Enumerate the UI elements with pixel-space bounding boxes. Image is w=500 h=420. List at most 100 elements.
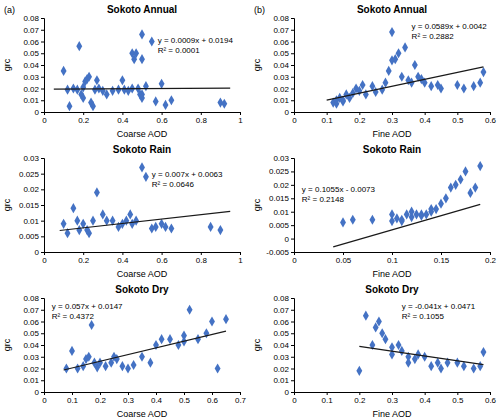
x-axis-title: Coarse AOD xyxy=(117,129,168,139)
scatter-point xyxy=(369,215,375,225)
tick: 0.3 xyxy=(387,392,399,405)
scatter-point xyxy=(187,305,193,315)
y-axis: 00.010.020.030.040.050.060.070.08 xyxy=(273,294,294,397)
tick: 0.03 xyxy=(23,73,44,82)
tick-label: 0.4 xyxy=(117,116,129,125)
scatter-point xyxy=(97,358,103,368)
tick: 0.4 xyxy=(420,112,432,125)
tick-label: 0.15 xyxy=(434,256,450,265)
tick: 0 xyxy=(42,252,47,265)
panel: 00.20.40.60.8100.010.020.030.040.050.060… xyxy=(2,4,243,139)
scatter-point xyxy=(86,352,92,362)
tick-mark xyxy=(392,112,393,115)
tick-mark xyxy=(122,252,123,255)
tick-label: 0.07 xyxy=(273,306,289,315)
tick: 0 xyxy=(285,235,294,244)
scatter-point xyxy=(147,358,153,368)
y-axis: 00.010.020.030.040.050.060.070.08 xyxy=(23,294,44,397)
scatter-point xyxy=(399,216,405,226)
tick-mark xyxy=(41,42,44,43)
scatter-point xyxy=(94,187,100,197)
scatter-point xyxy=(80,93,86,103)
tick-mark xyxy=(41,174,44,175)
scatter-point xyxy=(103,361,109,371)
y-axis-title: grc xyxy=(2,338,12,351)
tick-mark xyxy=(457,112,458,115)
tick: 0.4 xyxy=(151,392,163,405)
regression-line xyxy=(333,204,480,247)
tick-mark xyxy=(291,392,294,393)
annotation-text: y = 0.0009x + 0.0194 xyxy=(158,36,234,45)
scatter-point xyxy=(215,363,221,373)
scatter-point xyxy=(195,334,201,344)
scatter-point xyxy=(386,66,392,76)
tick-label: 0.3 xyxy=(387,116,399,125)
annotation: y = 0.0589x + 0.0042R² = 0.2882 xyxy=(412,22,488,41)
tick-label: 0.6 xyxy=(485,396,497,405)
annotation-text: R² = 0.0001 xyxy=(158,46,201,55)
tick-label: 0.08 xyxy=(273,14,289,23)
tick: 0 xyxy=(42,112,47,125)
scatter-point xyxy=(149,36,155,46)
tick-mark xyxy=(41,310,44,311)
tick-label: -0.005 xyxy=(266,248,289,257)
x-axis: 00.20.40.60.81 xyxy=(42,252,243,265)
annotation-text: R² = 0.2882 xyxy=(412,32,455,41)
tick: 0.08 xyxy=(23,294,44,303)
tick-mark xyxy=(490,392,491,395)
tick: 0.04 xyxy=(273,61,294,70)
tick: 0.04 xyxy=(23,341,44,350)
annotation-text: R² = 0.2148 xyxy=(302,195,345,204)
tick-mark xyxy=(291,198,294,199)
scatter-point xyxy=(402,42,408,52)
scatter-point xyxy=(412,60,418,70)
scatter-point xyxy=(104,216,110,226)
tick-mark xyxy=(291,369,294,370)
tick: 0.01 xyxy=(23,376,44,385)
tick-label: 0.01 xyxy=(23,217,39,226)
tick: 0.6 xyxy=(485,112,497,125)
tick-label: 0.8 xyxy=(196,116,208,125)
scatter-point xyxy=(389,209,395,219)
scatter-point xyxy=(360,80,366,90)
tick: 0.5 xyxy=(179,392,191,405)
tick-mark xyxy=(41,369,44,370)
scatter-point xyxy=(143,172,149,182)
tick-label: 0.025 xyxy=(19,170,40,179)
axis-line xyxy=(291,19,295,113)
scatter-point xyxy=(75,363,81,373)
scatter-point xyxy=(119,361,125,371)
scatter-point xyxy=(396,48,402,58)
panel-label: (a) xyxy=(4,5,15,15)
scatter-point xyxy=(399,346,405,356)
plot-area xyxy=(60,162,231,238)
plot-area xyxy=(327,27,487,109)
scatter-point xyxy=(428,361,434,371)
tick-label: 0.025 xyxy=(269,167,290,176)
plot-area xyxy=(333,161,483,247)
tick: 0.04 xyxy=(273,341,294,350)
annotation-text: R² = 0.4372 xyxy=(52,312,95,321)
tick-label: 0.05 xyxy=(23,329,39,338)
annotation: y = 0.1055x - 0.0073R² = 0.2148 xyxy=(302,185,376,204)
scatter-point xyxy=(175,340,181,350)
x-axis: 00.10.20.30.40.50.6 xyxy=(292,112,496,125)
tick-label: 0 xyxy=(285,108,290,117)
tick-label: 0.06 xyxy=(273,38,289,47)
tick: 0.06 xyxy=(273,318,294,327)
tick: 0.01 xyxy=(273,96,294,105)
scatter-point xyxy=(114,354,120,364)
tick-mark xyxy=(41,357,44,358)
tick: 0.1 xyxy=(67,392,79,405)
tick-label: 0 xyxy=(292,256,297,265)
tick: 0.07 xyxy=(23,306,44,315)
tick-mark xyxy=(291,185,294,186)
scatter-point xyxy=(356,366,362,376)
tick-mark xyxy=(425,392,426,395)
tick-mark xyxy=(41,392,44,393)
tick: 0.03 xyxy=(273,353,294,362)
tick: 0.025 xyxy=(269,167,294,176)
tick: 0.03 xyxy=(273,73,294,82)
axis-line xyxy=(41,19,45,113)
tick-label: 0.08 xyxy=(273,294,289,303)
